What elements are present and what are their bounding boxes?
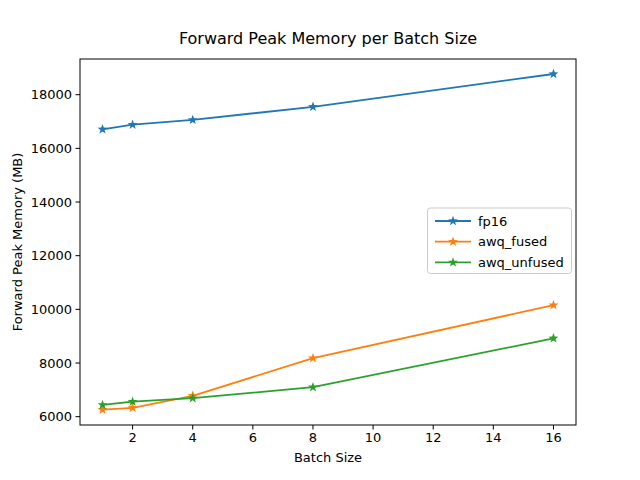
y-tick-label: 16000: [31, 141, 72, 156]
legend-label-fp16: fp16: [478, 214, 507, 229]
x-tick-label: 6: [249, 430, 257, 445]
y-tick-label: 10000: [31, 302, 72, 317]
legend-label-awq_unfused: awq_unfused: [478, 255, 564, 270]
marker-fp16: [128, 120, 138, 129]
legend: fp16 awq_fused awq_unfused: [428, 208, 572, 274]
series-fp16: [98, 69, 559, 134]
marker-fp16: [188, 115, 198, 124]
y-tick-label: 14000: [31, 195, 72, 210]
x-axis: 2 4 6 8 10 12 14 16: [128, 425, 561, 445]
line-awq_fused: [103, 305, 554, 410]
marker-fp16: [98, 124, 108, 133]
figure: Forward Peak Memory per Batch Size Batch…: [0, 0, 640, 480]
y-tick-label: 6000: [39, 409, 72, 424]
marker-awq_fused: [128, 403, 138, 412]
chart-canvas: 2 4 6 8 10 12 14 16 6000 8000 10000 12000 14000 16000…: [0, 0, 640, 480]
marker-awq_fused: [549, 300, 559, 309]
y-tick-label: 12000: [31, 248, 72, 263]
line-awq_unfused: [103, 338, 554, 405]
series-awq_fused: [98, 300, 559, 414]
x-tick-label: 14: [485, 430, 502, 445]
legend-label-awq_fused: awq_fused: [478, 234, 547, 249]
x-tick-label: 16: [545, 430, 562, 445]
line-fp16: [103, 74, 554, 129]
marker-fp16: [549, 69, 559, 78]
x-tick-label: 4: [189, 430, 197, 445]
y-tick-label: 18000: [31, 87, 72, 102]
x-tick-label: 10: [365, 430, 382, 445]
marker-awq_fused: [308, 353, 318, 362]
x-tick-label: 12: [425, 430, 442, 445]
series-awq_unfused: [98, 333, 559, 409]
y-axis: 6000 8000 10000 12000 14000 16000 18000: [31, 87, 80, 424]
marker-awq_unfused: [549, 333, 559, 342]
y-tick-label: 8000: [39, 356, 72, 371]
x-tick-label: 2: [128, 430, 136, 445]
x-tick-label: 8: [309, 430, 317, 445]
